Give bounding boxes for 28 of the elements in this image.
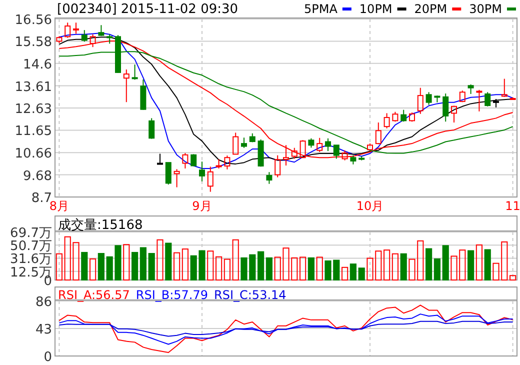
legend-label: 20PM [414,2,448,16]
x-tick-label: 11 [505,199,520,213]
y-tick-label: 69.7万 [10,226,52,241]
y-tick-label: 8.7 [31,191,52,206]
y-tick-label: 50.7万 [10,239,52,254]
x-tick-label: 10月 [356,199,384,213]
legend-label: 30PM [469,2,502,16]
chart-title: 成交量:15168 [58,217,143,233]
legend-label: 10PM [359,2,392,16]
series-label: RSI_A:56.57 [58,288,130,302]
chart-title: [002340] 2015-11-02 09:30 [57,2,238,17]
y-tick-label: 12.63 [14,102,52,117]
legend-label: 5PMA [304,2,338,16]
y-tick-label: 14.6 [23,57,52,72]
y-tick-label: 43 [35,322,52,338]
y-tick-label: 9.68 [23,168,52,184]
y-tick-label: 31.6万 [10,252,52,268]
text: RSI_B:57.79 [136,288,208,302]
y-tick-label: 16.56 [14,13,52,28]
text: RSI_C:53.14 [214,288,286,302]
y-tick-label: 13.61 [14,80,52,95]
y-tick-label: 86 [35,295,52,310]
x-tick-label: 8月 [49,199,70,213]
y-tick-label: 11.65 [14,124,52,140]
y-tick-label: 10.66 [14,146,52,162]
y-tick-label: 0 [44,350,52,365]
x-tick-label: 9月 [192,199,212,213]
y-tick-label: 15.58 [14,35,52,50]
